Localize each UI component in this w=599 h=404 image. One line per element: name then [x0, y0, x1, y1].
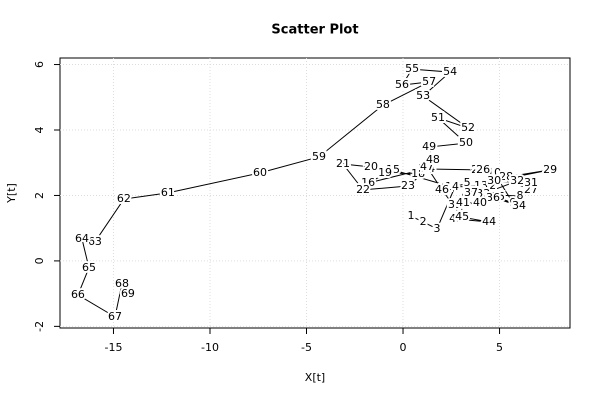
point-label: 51: [431, 111, 445, 124]
point-label: 36: [486, 191, 500, 204]
point-label: 18: [411, 167, 425, 180]
point-label: 14: [445, 180, 459, 193]
point-label: 43: [449, 212, 463, 225]
point-label: 49: [422, 140, 436, 153]
point-label: 28: [499, 170, 513, 183]
x-tick-label: -10: [201, 341, 219, 354]
point-label: 21: [336, 157, 350, 170]
point-label: 29: [543, 163, 557, 176]
point-label: 11: [478, 181, 492, 194]
y-tick-label: 6: [33, 61, 46, 68]
point-label: 53: [416, 89, 430, 102]
point-label: 52: [461, 121, 475, 134]
x-tick-label: -15: [104, 341, 122, 354]
point-label: 38: [455, 198, 469, 211]
point-label: 66: [71, 288, 85, 301]
point-label: 44: [482, 215, 496, 228]
point-label: 56: [395, 78, 409, 91]
point-label: 47: [420, 160, 434, 173]
point-label: 27: [524, 183, 538, 196]
x-axis-title: X[t]: [305, 371, 325, 384]
point-label: 40: [473, 196, 487, 209]
point-label: 54: [443, 65, 457, 78]
point-label: 35: [491, 190, 505, 203]
point-label: 69: [121, 287, 135, 300]
point-label: 20: [364, 160, 378, 173]
point-label: 64: [75, 232, 89, 245]
point-label: 22: [356, 183, 370, 196]
point-label: 61: [161, 186, 175, 199]
point-label: 46: [435, 183, 449, 196]
point-label: 10: [487, 166, 501, 179]
x-tick-label: 0: [400, 341, 407, 354]
point-label: 2: [420, 215, 427, 228]
point-label: 23: [401, 179, 415, 192]
y-tick-label: -2: [33, 321, 46, 332]
point-label: 45: [455, 210, 469, 223]
point-label: 65: [82, 261, 96, 274]
point-label: 5: [464, 176, 471, 189]
connecting-line: [77, 68, 551, 318]
point-label: 31: [524, 176, 538, 189]
point-label: 34: [512, 199, 526, 212]
point-label: 50: [459, 136, 473, 149]
y-tick-label: 4: [33, 127, 46, 134]
point-label: 41: [456, 196, 470, 209]
point-label: 37: [464, 186, 478, 199]
point-label: 32: [510, 174, 524, 187]
point-label: 1: [407, 209, 414, 222]
point-label: 13: [474, 179, 488, 192]
point-label: 24: [421, 162, 435, 175]
point-label: 55: [405, 62, 419, 75]
point-label: 16: [361, 176, 375, 189]
point-label: 59: [312, 150, 326, 163]
point-label: 26: [476, 163, 490, 176]
x-tick-label: 5: [496, 341, 503, 354]
point-label: 63: [88, 235, 102, 248]
plot-frame: [59, 57, 571, 329]
point-label: 60: [253, 166, 267, 179]
y-tick-label: 2: [33, 192, 46, 199]
point-label: 7: [467, 187, 474, 200]
point-label: 67: [108, 310, 122, 323]
point-label: 68: [115, 277, 129, 290]
point-label: 33: [476, 187, 490, 200]
point-label: 15: [386, 163, 400, 176]
point-label: 25: [471, 163, 485, 176]
point-label: 4: [451, 180, 458, 193]
point-label: 42: [453, 211, 467, 224]
point-label: 48: [426, 153, 440, 166]
point-label: 17: [418, 162, 432, 175]
point-label: 12: [482, 179, 496, 192]
point-label: 9: [510, 196, 517, 209]
chart-title: Scatter Plot: [271, 23, 358, 38]
point-label: 8: [517, 189, 524, 202]
point-label: 57: [422, 75, 436, 88]
point-label: 39: [448, 198, 462, 211]
y-axis-title: Y[t]: [5, 183, 18, 204]
x-tick-label: -5: [301, 341, 312, 354]
point-label: 30: [487, 174, 501, 187]
point-label: 3: [433, 222, 440, 235]
y-tick-label: 0: [33, 257, 46, 264]
point-label: 19: [378, 166, 392, 179]
point-label: 62: [117, 192, 131, 205]
point-label: 6: [461, 191, 468, 204]
point-label: 58: [376, 98, 390, 111]
